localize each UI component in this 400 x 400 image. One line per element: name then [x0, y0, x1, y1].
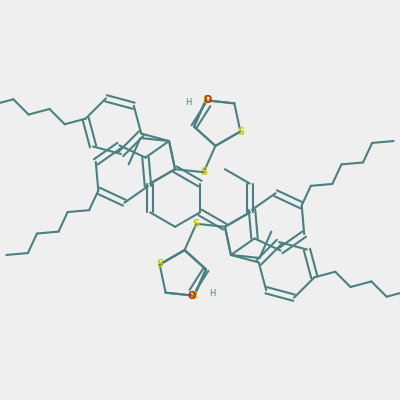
Text: O: O — [188, 291, 196, 301]
Text: O: O — [204, 95, 212, 105]
Text: S: S — [193, 219, 200, 229]
Text: H: H — [209, 289, 215, 298]
Text: S: S — [202, 95, 209, 105]
Text: S: S — [200, 167, 207, 177]
Text: S: S — [191, 291, 198, 301]
Text: S: S — [237, 126, 244, 136]
Text: H: H — [185, 98, 191, 107]
Text: S: S — [156, 260, 163, 270]
